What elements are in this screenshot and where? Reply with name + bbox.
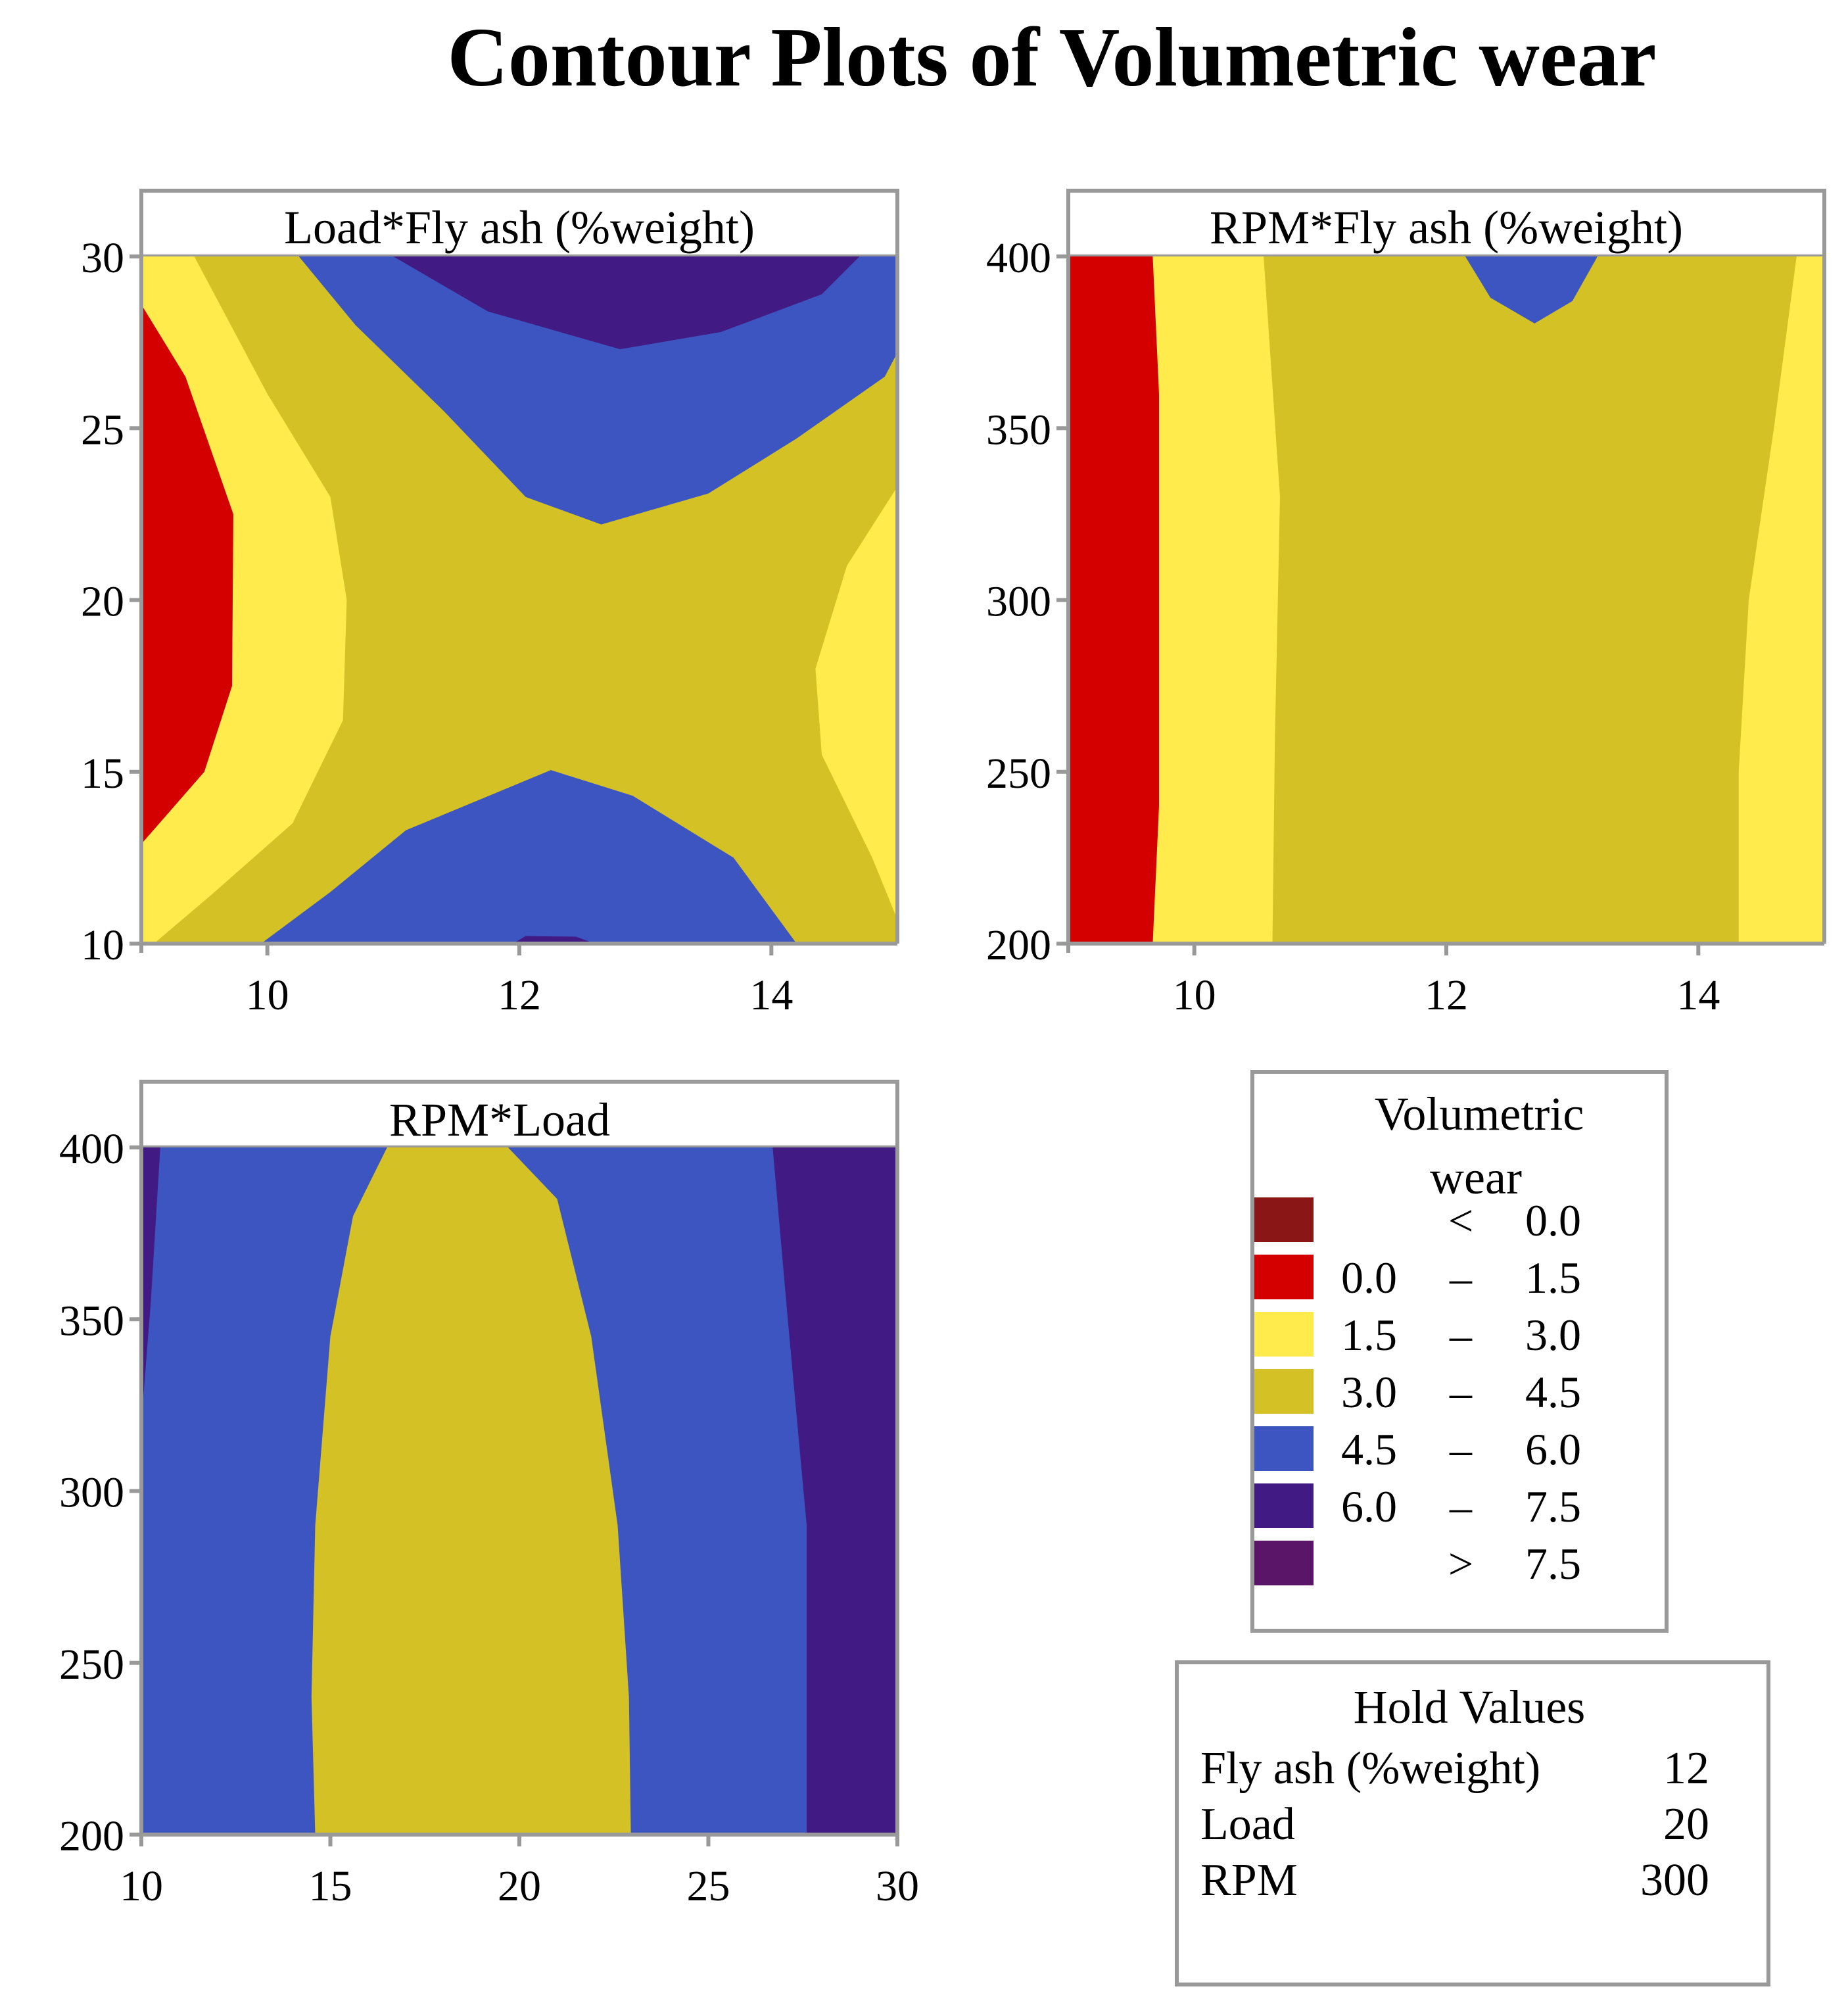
x-tick-label: 10 (246, 971, 289, 1019)
panel-rpm-load: RPM*Load 200 250 300 350 400 10 15 20 25 30 (59, 1080, 919, 1910)
y-tick-label: 200 (986, 921, 1051, 969)
contour-region (141, 304, 233, 844)
legend-range-low: 4.5 (1341, 1424, 1397, 1474)
y-tick-label: 200 (59, 1812, 124, 1860)
legend-title-line1: Volumetric (1375, 1088, 1584, 1140)
hold-values-rows: Fly ash (%weight) 12 Load 20 RPM 300 (1200, 1743, 1709, 1906)
contour-region (1738, 256, 1824, 944)
y-tick-label: 250 (986, 750, 1051, 798)
y-tick-label: 400 (59, 1125, 124, 1173)
y-tick-label: 300 (59, 1469, 124, 1517)
legend-range-high: 7.5 (1525, 1481, 1581, 1531)
panel-rpm-flyash: RPM*Fly ash (%weight) 200 250 300 350 400 10 1… (986, 189, 1826, 1019)
y-tick-label: 10 (81, 921, 124, 969)
contour-region (815, 487, 897, 920)
legend-range-separator: < (1448, 1195, 1473, 1245)
legend-range-separator: – (1449, 1424, 1473, 1474)
x-tick-label: 30 (876, 1862, 919, 1910)
legend-range-separator: – (1449, 1481, 1473, 1531)
y-tick-label: 350 (986, 406, 1051, 454)
y-tick-label: 400 (986, 234, 1051, 282)
panel-title-box (139, 189, 899, 258)
x-tick-label: 10 (1173, 971, 1216, 1019)
legend-range-separator: > (1448, 1539, 1473, 1589)
panel-title: Load*Fly ash (%weight) (284, 201, 755, 254)
contour-region (772, 1147, 897, 1835)
x-tick-label: 14 (749, 971, 793, 1019)
legend-box (1250, 1070, 1669, 1633)
contour-region (1465, 256, 1598, 324)
y-tick-label: 20 (81, 578, 124, 626)
contour-regions (141, 256, 897, 944)
legend-title-line2: wear (1430, 1151, 1522, 1204)
legend-swatch (1254, 1426, 1314, 1471)
contour-regions (1068, 256, 1824, 944)
hold-value-number: 12 (1663, 1743, 1709, 1794)
panel-title-box (139, 1080, 899, 1149)
hold-value-number: 20 (1663, 1799, 1709, 1850)
hold-value-label: Load (1200, 1799, 1295, 1850)
legend-range-low: 3.0 (1341, 1367, 1397, 1417)
legend-range-high: 4.5 (1525, 1367, 1581, 1417)
figure-title: Contour Plots of Volumetric wear (447, 11, 1656, 104)
y-tick-label: 350 (59, 1297, 124, 1345)
legend-range-separator: – (1449, 1310, 1473, 1360)
hold-value-label: RPM (1200, 1855, 1298, 1906)
legend-range-high: 6.0 (1525, 1424, 1581, 1474)
contour-region (1068, 256, 1159, 944)
contour-regions (141, 1147, 897, 1835)
legend-range-separator: – (1449, 1367, 1473, 1417)
legend-swatch (1254, 1369, 1314, 1414)
y-tick-label: 250 (59, 1641, 124, 1689)
panel-load-flyash: Load*Fly ash (%weight) 10 15 20 25 30 10 12 14 (81, 189, 899, 1019)
legend-range-low: 6.0 (1341, 1481, 1397, 1531)
legend-range-high: 3.0 (1525, 1310, 1581, 1360)
hold-value-number: 300 (1640, 1855, 1709, 1906)
panel-title: RPM*Fly ash (%weight) (1210, 201, 1683, 254)
hold-value-label: Fly ash (%weight) (1200, 1743, 1540, 1794)
y-tick-label: 25 (81, 406, 124, 454)
legend-range-low: 0.0 (1341, 1253, 1397, 1303)
x-tick-label: 10 (120, 1862, 163, 1910)
x-tick-label: 12 (498, 971, 541, 1019)
panel-title: RPM*Load (389, 1094, 610, 1146)
contour-region (141, 1147, 160, 1422)
x-tick-label: 12 (1425, 971, 1468, 1019)
panel-title-box (1066, 189, 1826, 258)
legend-swatch (1254, 1312, 1314, 1357)
legend: Volumetric wear <0.0 0.0 – 1.5 1.5 – 3.0 3.0 – 4.… (1250, 1070, 1669, 1633)
y-tick-label: 300 (986, 578, 1051, 626)
legend-range-low: 1.5 (1341, 1310, 1397, 1360)
contour-region (311, 1147, 631, 1835)
legend-range-high: 0.0 (1525, 1195, 1581, 1245)
legend-range-high: 7.5 (1525, 1539, 1581, 1589)
legend-rows: <0.0 0.0 – 1.5 1.5 – 3.0 3.0 – 4.5 4.5 – 6.0 6.0 – 7.5 >… (1254, 1195, 1581, 1589)
y-tick-label: 30 (81, 234, 124, 282)
legend-range-separator: – (1449, 1253, 1473, 1303)
contour-region (393, 256, 860, 350)
legend-swatch (1254, 1483, 1314, 1528)
legend-swatch (1254, 1541, 1314, 1585)
hold-values-box (1175, 1660, 1770, 1986)
x-tick-label: 15 (309, 1862, 352, 1910)
x-tick-label: 25 (687, 1862, 730, 1910)
hold-values: Hold Values Fly ash (%weight) 12 Load 20 RPM… (1175, 1660, 1770, 1986)
legend-swatch (1254, 1197, 1314, 1242)
legend-range-high: 1.5 (1525, 1253, 1581, 1303)
x-tick-label: 14 (1676, 971, 1720, 1019)
y-tick-label: 15 (81, 750, 124, 798)
contour-region (261, 770, 797, 944)
legend-swatch (1254, 1255, 1314, 1299)
x-tick-label: 20 (498, 1862, 541, 1910)
hold-values-title: Hold Values (1354, 1681, 1586, 1733)
contour-region (298, 256, 897, 525)
